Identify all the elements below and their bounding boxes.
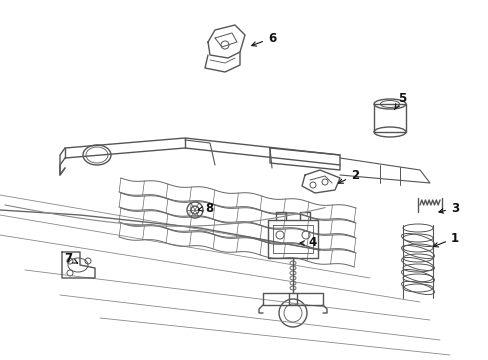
Text: 1: 1 [433,231,458,247]
Text: 7: 7 [64,252,78,265]
Text: 6: 6 [251,32,276,46]
Text: 8: 8 [198,202,213,215]
Text: 2: 2 [338,168,358,183]
Text: 5: 5 [394,91,406,109]
Text: 3: 3 [438,202,458,215]
Text: 4: 4 [300,237,317,249]
